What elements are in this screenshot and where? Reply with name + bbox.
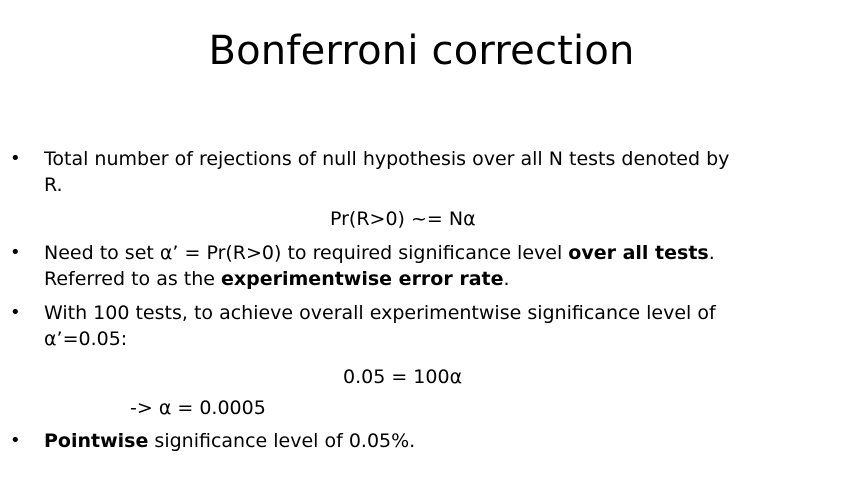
equation-pr: Pr(R>0) ~= Nα	[330, 208, 476, 230]
bullet-line: Total number of rejections of null hypot…	[44, 148, 730, 170]
bullet-line-text: Need to set α’ = Pr(R>0) to required sig…	[44, 242, 569, 264]
bullet-line-text: significance level of 0.05%.	[148, 430, 416, 452]
bullet-line-text: Referred to as the	[44, 268, 221, 290]
bullet-emphasis: experimentwise error rate	[221, 268, 504, 290]
equation-alpha-result: -> α = 0.0005	[130, 397, 266, 419]
bullet-line: R.	[44, 174, 63, 196]
bullet-line: α’=0.05:	[44, 328, 128, 350]
bullet-text: With 100 tests, to achieve overall exper…	[44, 300, 824, 352]
bullet-line-text: .	[708, 242, 715, 264]
equation-100: 0.05 = 100α	[343, 366, 463, 388]
bullet-dot: •	[10, 430, 21, 451]
bullet-line: With 100 tests, to achieve overall exper…	[44, 302, 716, 324]
bullet-emphasis: over all tests	[568, 242, 709, 264]
bullet-text: Pointwise significance level of 0.05%.	[44, 428, 824, 454]
bullet-text: Need to set α’ = Pr(R>0) to required sig…	[44, 240, 824, 292]
bullet-dot: •	[10, 148, 21, 169]
slide-title: Bonferroni correction	[208, 28, 635, 74]
bullet-emphasis: Pointwise	[44, 430, 149, 452]
bullet-dot: •	[10, 242, 21, 263]
bullet-text: Total number of rejections of null hypot…	[44, 146, 824, 198]
bullet-line-text: .	[503, 268, 510, 290]
bullet-dot: •	[10, 302, 21, 323]
